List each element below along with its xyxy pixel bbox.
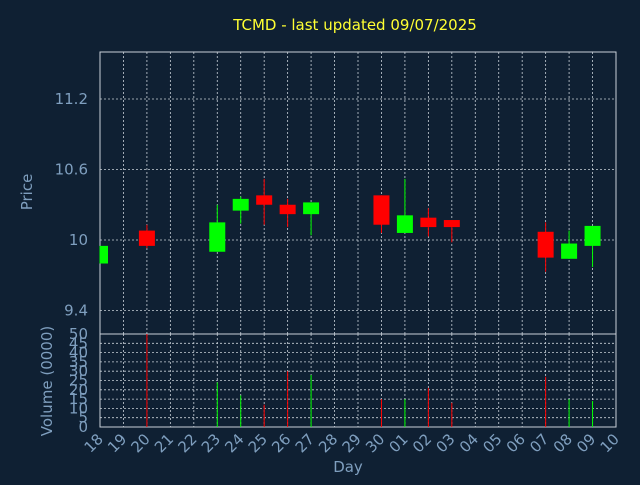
price-tick-label: 11.2: [55, 90, 88, 108]
x-tick-label: 24: [221, 430, 247, 456]
x-tick-label: 27: [292, 430, 318, 456]
x-tick-label: 28: [315, 430, 341, 456]
volume-tick-label: 10: [69, 399, 88, 417]
price-candles: [99, 178, 601, 272]
volume-axis-label: Volume (0000): [38, 326, 56, 436]
volume-tick-label: 25: [69, 372, 88, 390]
x-tick-label: 29: [339, 430, 365, 456]
volume-tick-label: 50: [69, 325, 88, 343]
x-tick-label: 05: [479, 430, 505, 456]
x-tick-label: 20: [128, 430, 154, 456]
x-tick-label: 08: [550, 430, 576, 456]
x-tick-label: 25: [245, 430, 271, 456]
volume-tick-label: 40: [69, 344, 88, 362]
x-tick-label: 03: [432, 430, 458, 456]
x-tick-label: 01: [386, 430, 412, 456]
volume-tick-label: 35: [69, 353, 88, 371]
price-tick-label: 9.4: [64, 302, 88, 320]
volume-tick-label: 30: [69, 362, 88, 380]
chart-title: TCMD - last updated 09/07/2025: [232, 16, 477, 34]
x-tick-label: 04: [456, 430, 482, 456]
x-tick-label: 10: [597, 430, 623, 456]
x-tick-label: 22: [174, 430, 200, 456]
candle-body: [420, 217, 437, 228]
candle-body: [443, 220, 460, 228]
candle-body: [396, 215, 413, 233]
x-tick-label: 02: [409, 430, 435, 456]
x-axis-label: Day: [333, 458, 363, 476]
candle-body: [232, 198, 249, 211]
x-tick-label: 07: [526, 430, 552, 456]
candle-body: [373, 195, 390, 225]
x-tick-label: 21: [151, 430, 177, 456]
candle-body: [303, 202, 320, 215]
x-tick-label: 06: [503, 430, 529, 456]
price-axis-label: Price: [18, 174, 36, 211]
x-tick-label: 23: [198, 430, 224, 456]
x-tick-label: 26: [268, 430, 294, 456]
candle-body: [279, 204, 296, 215]
volume-tick-label: 0: [78, 418, 88, 436]
x-tick-label: 30: [362, 430, 388, 456]
volume-tick-label: 45: [69, 334, 88, 352]
volume-tick-label: 15: [69, 390, 88, 408]
candle-body: [561, 243, 578, 259]
candle-body: [209, 222, 226, 252]
price-panel: 11.2 10.6 10 9.4: [55, 51, 617, 335]
candle-body: [256, 195, 273, 205]
price-y-ticks: 11.2 10.6 10 9.4: [55, 90, 88, 320]
candle-body: [138, 230, 155, 246]
volume-tick-label: 5: [78, 409, 88, 427]
x-axis-ticks: 1819202122232425262728293001020304050607…: [81, 430, 623, 456]
price-tick-label: 10.6: [55, 161, 88, 179]
volume-bars: [146, 334, 594, 427]
price-tick-label: 10: [69, 231, 88, 249]
x-tick-label: 19: [104, 430, 130, 456]
candle-body: [537, 231, 554, 258]
volume-tick-label: 20: [69, 381, 88, 399]
candle-body: [100, 245, 108, 264]
candle-body: [584, 225, 601, 246]
x-tick-label: 09: [573, 430, 599, 456]
